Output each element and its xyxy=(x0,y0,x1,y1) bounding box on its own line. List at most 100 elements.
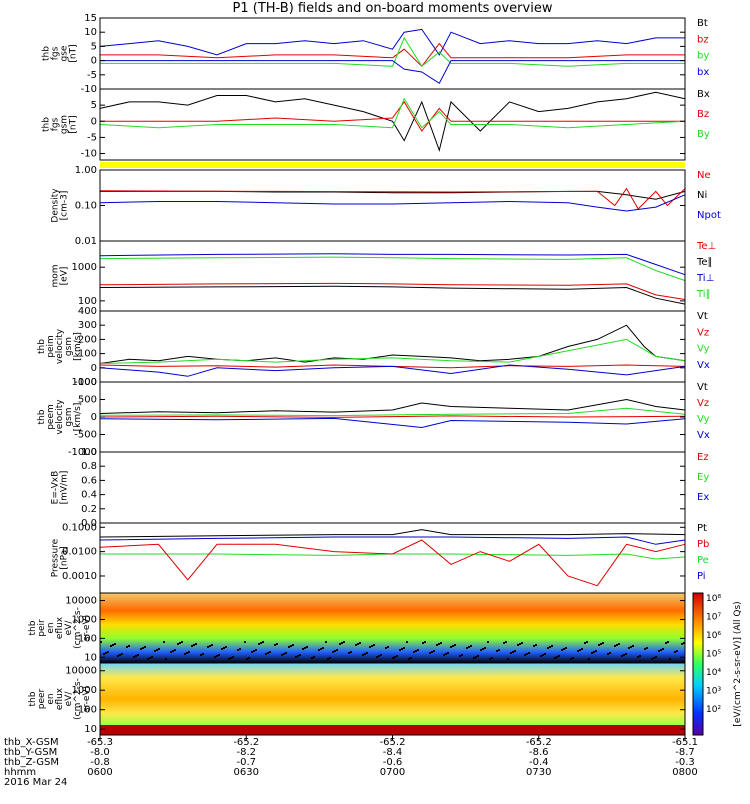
spectrogram-speckle xyxy=(184,653,186,655)
fgs-gse-ytick-label: 15 xyxy=(84,13,97,24)
spectrogram-speckle xyxy=(112,644,114,646)
spectrogram-speckle xyxy=(258,643,260,645)
spectrogram-speckle xyxy=(482,648,484,650)
peem-velocity-line-Vy xyxy=(99,407,686,417)
fgs-gsm-legend-Bz: Bz xyxy=(697,109,709,120)
peem-velocity-ytick-label: -1000 xyxy=(68,447,97,458)
peer-en-eflux-ylabel: thb xyxy=(28,691,38,706)
x-tick-label: -0.7 xyxy=(236,757,256,768)
x-tick-label: 0800 xyxy=(672,767,697,778)
x-tick-label: -0.4 xyxy=(529,757,549,768)
spectrogram-speckle xyxy=(491,657,493,659)
spectrogram-speckle xyxy=(572,657,574,659)
density-ytick-label: 0.01 xyxy=(75,236,97,247)
spectrogram-speckle xyxy=(128,645,130,647)
spectrogram-speckle xyxy=(637,656,639,658)
spectrogram-speckle xyxy=(655,656,657,658)
spectrogram-speckle xyxy=(406,641,408,643)
spectrogram-speckle xyxy=(177,643,179,645)
fgs-gse-line-Bt xyxy=(99,28,685,56)
spectrogram-speckle xyxy=(144,646,146,648)
peem-velocity-line-Vt xyxy=(99,398,686,414)
spectrogram-speckle xyxy=(174,649,176,651)
fgs-gse-ytick-label: -5 xyxy=(87,70,97,81)
x-tick-label: 0630 xyxy=(234,767,259,778)
spectrogram-speckle xyxy=(540,655,542,657)
status-bar xyxy=(100,162,685,168)
spectrogram-speckle xyxy=(369,646,371,648)
fgs-gsm-frame xyxy=(99,88,686,161)
spectrogram-speckle xyxy=(660,649,662,651)
spectrogram-speckle xyxy=(443,654,445,656)
spectrogram-speckle xyxy=(507,658,509,660)
peim-velocity-ytick-label: 0 xyxy=(91,363,97,374)
peir-en-eflux-ytick-label: 1000 xyxy=(72,614,97,625)
spectrogram-speckle xyxy=(147,658,149,660)
spectrogram-speckle xyxy=(292,644,294,646)
spectrogram-speckle xyxy=(473,657,475,659)
spectrogram-speckle xyxy=(202,653,204,655)
pressure-ytick-label: 0.1000 xyxy=(62,522,97,533)
spectrogram-speckle xyxy=(262,641,264,643)
peem-velocity-ytick-label: -500 xyxy=(74,430,97,441)
x-tick-label: -65.2 xyxy=(526,737,552,748)
spectrogram-speckle xyxy=(232,656,234,658)
efield-ytick-label: 0.2 xyxy=(81,504,97,515)
pressure-line-Pi xyxy=(99,536,686,545)
x-tick-label: -8.4 xyxy=(383,747,403,758)
spectrogram-speckle xyxy=(581,648,583,650)
peer-en-eflux-ylabel: en xyxy=(46,693,56,704)
spectrogram-speckle xyxy=(565,647,567,649)
spectrogram-speckle xyxy=(484,647,486,649)
temperature-line-Te⊥ xyxy=(99,282,686,300)
spectrogram-speckle xyxy=(579,649,581,651)
spectrogram-speckle xyxy=(547,647,549,649)
spectrogram-speckle xyxy=(297,655,299,657)
spectrogram-speckle xyxy=(561,649,563,651)
spectrogram-speckle xyxy=(394,656,396,658)
spectrogram-speckle xyxy=(447,652,449,654)
spectrogram-speckle xyxy=(313,656,315,658)
spectrogram-speckle xyxy=(133,656,135,658)
peir-en-eflux-ytick-label: 10000 xyxy=(65,596,97,607)
spectrogram-speckle xyxy=(681,643,683,645)
spectrogram-speckle xyxy=(364,653,366,655)
spectrogram-speckle xyxy=(385,647,387,649)
spectrogram-speckle xyxy=(186,652,188,654)
peem-velocity-legend-Vx: Vx xyxy=(697,430,710,441)
fgs-gse-ytick-label: -10 xyxy=(81,84,97,95)
efield-legend-Ex: Ex xyxy=(697,492,709,503)
spectrogram-speckle xyxy=(646,647,648,649)
fgs-gsm-line-By xyxy=(99,97,686,129)
spectrogram-speckle xyxy=(554,657,556,659)
spectrogram-speckle xyxy=(454,644,456,646)
spectrogram-speckle xyxy=(452,645,454,647)
spectrogram-speckle xyxy=(665,642,667,644)
density-line-Ni xyxy=(100,190,686,200)
spectrogram-speckle xyxy=(265,653,267,655)
spectrogram-speckle xyxy=(248,657,250,659)
pressure-legend-Pt: Pt xyxy=(697,523,707,534)
spectrogram-speckle xyxy=(154,650,156,652)
spectrogram-speckle xyxy=(191,645,193,647)
density-legend-Ni: Ni xyxy=(697,190,707,201)
spectrogram-speckle xyxy=(366,652,368,654)
density-legend-Npot: Npot xyxy=(697,210,721,221)
fgs-gse-ylabel: thb xyxy=(42,46,52,61)
pressure-line-Pt xyxy=(99,529,686,538)
spectrogram-speckle xyxy=(290,645,292,647)
colorbar xyxy=(692,592,704,736)
spectrogram-speckle xyxy=(274,644,276,646)
spectrogram-speckle xyxy=(433,650,435,652)
spectrogram-speckle xyxy=(251,651,253,653)
spectrogram-speckle xyxy=(110,645,112,647)
spectrogram-speckle xyxy=(477,655,479,657)
pressure-legend-Pi: Pi xyxy=(697,571,706,582)
spectrogram-speckle xyxy=(658,650,660,652)
fgs-gse-legend-Bt: Bt xyxy=(697,18,708,29)
peer-en-eflux-ytick-label: 10 xyxy=(84,724,97,735)
spectrogram-speckle xyxy=(519,643,521,645)
spectrogram-speckle xyxy=(602,642,604,644)
spectrogram-speckle xyxy=(376,656,378,658)
x-row-label: hhmm xyxy=(4,767,36,778)
